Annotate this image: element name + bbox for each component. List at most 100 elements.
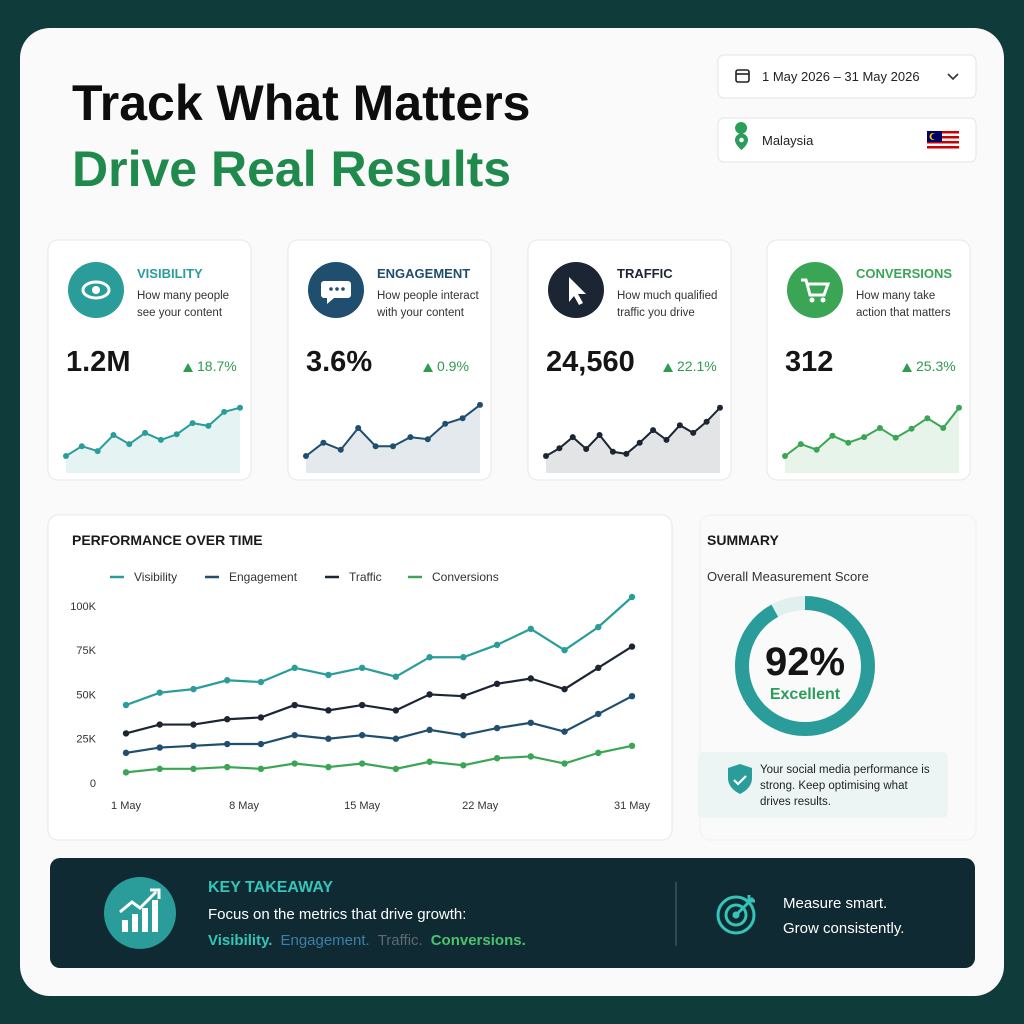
series-point — [392, 673, 400, 680]
sparkline-point — [940, 425, 947, 431]
score-rating: Excellent — [769, 686, 841, 703]
score-arc — [735, 596, 875, 736]
sparkline-point — [372, 443, 379, 450]
series-point — [426, 654, 433, 661]
kpi-title: ENGAGEMENT — [377, 266, 471, 281]
kpi-icon — [81, 280, 111, 300]
date-range[interactable]: 1 May 2026 – 31 May 2026 — [762, 69, 920, 84]
y-tick-label: 75K — [76, 645, 96, 657]
sparkline-point — [636, 439, 643, 446]
sparkline-point — [237, 404, 243, 411]
sparkline-point — [813, 446, 820, 453]
kpi-title: VISIBILITY — [137, 266, 203, 281]
x-tick-label: 8 May — [229, 800, 259, 812]
takeaway-text: Focus on the metrics that drive growth: — [208, 906, 467, 923]
sparkline-point — [876, 425, 883, 431]
kpi-change: 22.1% — [677, 358, 717, 374]
sparkline-point — [63, 453, 69, 459]
sparkline-point — [459, 415, 466, 422]
location-filter[interactable] — [717, 117, 977, 163]
sparkline-point — [782, 453, 788, 459]
series-point — [122, 701, 130, 709]
series-point — [358, 664, 366, 672]
kpi-description: How people interact with your content — [377, 290, 479, 319]
series-point — [392, 765, 400, 773]
x-tick-label: 1 May — [111, 800, 141, 812]
location[interactable]: Malaysia — [762, 133, 814, 148]
summary-title: SUMMARY — [707, 532, 779, 548]
sparkline-point — [78, 443, 85, 450]
series-point — [595, 710, 602, 718]
series-point — [561, 728, 568, 735]
kpi-change: 25.3% — [916, 358, 956, 374]
y-tick-label: 50K — [76, 689, 96, 701]
growth-icon-arrowhead — [150, 888, 161, 899]
series-point — [493, 641, 501, 649]
sparkline-area — [306, 404, 480, 473]
sparkline-point — [569, 434, 576, 441]
series-line — [125, 596, 633, 707]
sparkline-point — [407, 434, 414, 441]
score-label: 92% — [764, 640, 846, 684]
legend-label: Engagement — [229, 570, 298, 584]
sparkline-point — [650, 427, 657, 434]
series-point — [561, 685, 568, 693]
legend-label: Traffic — [349, 570, 382, 584]
series-point — [291, 664, 298, 672]
calendar-icon — [735, 69, 750, 83]
series-point — [257, 714, 265, 721]
series-point — [224, 763, 231, 771]
sparkline-point — [908, 425, 915, 432]
sparkline-point — [556, 445, 563, 452]
x-tick-label: 31 May — [614, 800, 651, 812]
sparkline-area — [785, 407, 959, 473]
motto-line: Grow consistently. — [783, 920, 905, 937]
sparkline-area — [546, 407, 720, 473]
sparkline-point — [126, 441, 133, 448]
pin-icon-dot — [739, 137, 744, 143]
y-tick-label: 25K — [76, 734, 96, 746]
sparkline-point — [892, 434, 899, 441]
series-point — [358, 731, 366, 739]
series-point — [426, 691, 433, 698]
series-point — [527, 753, 534, 760]
kpi-icon-circle — [787, 262, 843, 318]
date-filter[interactable] — [717, 54, 977, 99]
sparkline-point — [797, 441, 804, 448]
sparkline-point — [663, 436, 670, 443]
target-icon — [716, 895, 756, 935]
takeaway-metric: Engagement. — [280, 932, 370, 949]
sparkline-point — [596, 432, 603, 438]
growth-icon-circle — [104, 877, 176, 949]
sparkline-point — [623, 450, 630, 457]
sparkline-point — [355, 425, 362, 431]
sparkline-point — [690, 429, 697, 436]
flag-icon — [927, 131, 959, 151]
summary-note-box — [698, 752, 948, 818]
series-point — [257, 765, 265, 773]
series-point — [156, 689, 163, 696]
series-point — [527, 675, 534, 682]
performance-panel — [47, 514, 673, 841]
sparkline-point — [189, 420, 196, 427]
chart-title: PERFORMANCE OVER TIME — [72, 532, 263, 548]
kpi-description: How many take action that matters — [856, 290, 951, 319]
series-point — [628, 742, 636, 749]
y-tick-label: 100K — [70, 601, 96, 613]
series-point — [156, 744, 163, 751]
kpi-description: How many people see your content — [137, 290, 230, 319]
kpi-value: 312 — [785, 346, 834, 378]
series-point — [257, 678, 265, 686]
series-point — [291, 760, 298, 767]
series-point — [224, 677, 231, 684]
series-point — [325, 671, 332, 679]
sparkline-point — [861, 434, 868, 441]
takeaway-title: KEY TAKEAWAY — [208, 879, 334, 896]
kpi-icon — [321, 281, 351, 304]
legend-label: Visibility — [134, 570, 177, 584]
takeaway-metric: Conversions. — [430, 932, 526, 949]
sparkline-point — [337, 446, 344, 453]
sparkline-point — [543, 453, 549, 459]
series-point — [190, 765, 197, 773]
